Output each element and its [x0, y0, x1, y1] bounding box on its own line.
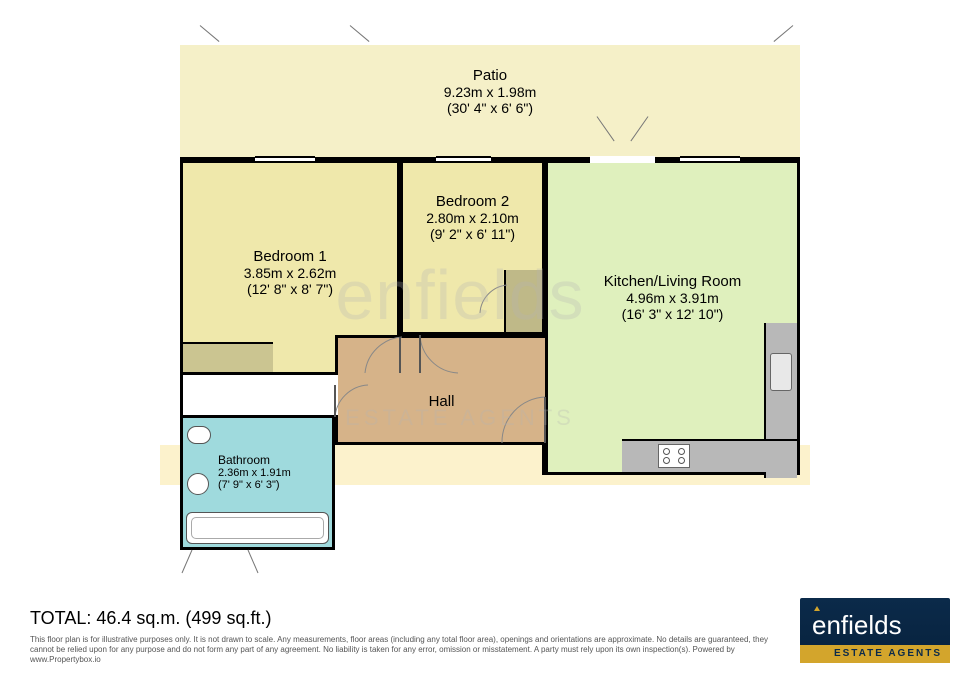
bath-icon — [186, 512, 329, 544]
bedroom2-imperial: (9' 2" x 6' 11") — [403, 226, 542, 242]
bathroom-metric: 2.36m x 1.91m — [218, 467, 291, 479]
total-label: TOTAL: — [30, 608, 91, 628]
room-kitchen: Kitchen/Living Room 4.96m x 3.91m (16' 3… — [545, 160, 800, 475]
sink-icon — [770, 353, 792, 391]
kitchen-name: Kitchen/Living Room — [548, 273, 797, 290]
patio-metric: 9.23m x 1.98m — [180, 84, 800, 100]
toilet-icon — [187, 426, 211, 444]
total-value: 46.4 sq.m. (499 sq.ft.) — [96, 608, 271, 628]
window-bed2 — [436, 156, 491, 163]
outer-door-2 — [350, 25, 370, 42]
window-kitchen — [680, 156, 740, 163]
bedroom2-closet — [504, 270, 542, 332]
brand-logo: enfields ESTATE AGENTS — [800, 598, 950, 663]
hall-name: Hall — [338, 393, 545, 410]
bedroom2-name: Bedroom 2 — [403, 193, 542, 210]
room-bedroom2: Bedroom 2 2.80m x 2.10m (9' 2" x 6' 11") — [400, 160, 545, 335]
room-bathroom: Bathroom 2.36m x 1.91m (7' 9" x 6' 3") — [180, 415, 335, 550]
brand-name: enfields — [812, 610, 902, 641]
outer-door-3 — [774, 25, 794, 42]
patio-door — [590, 156, 655, 163]
kitchen-imperial: (16' 3" x 12' 10") — [548, 306, 797, 322]
bathroom-imperial: (7' 9" x 6' 3") — [218, 479, 291, 491]
wall-stub-1 — [542, 445, 548, 475]
window-bed1 — [255, 156, 315, 163]
disclaimer-text: This floor plan is for illustrative purp… — [30, 635, 770, 665]
basin-icon — [187, 473, 209, 495]
patio-imperial: (30' 4" x 6' 6") — [180, 100, 800, 116]
kitchen-metric: 4.96m x 3.91m — [548, 290, 797, 306]
patio-name: Patio — [180, 67, 800, 84]
bedroom1-closet — [183, 342, 273, 372]
bedroom1-imperial: (12' 8" x 8' 7") — [183, 281, 397, 297]
wall-left-hall — [180, 372, 338, 418]
room-hall: Hall — [335, 335, 545, 445]
bathroom-name: Bathroom — [218, 453, 291, 467]
kitchen-counter-bottom — [622, 439, 797, 472]
outer-door-1 — [200, 25, 220, 42]
bedroom1-metric: 3.85m x 2.62m — [183, 265, 397, 281]
hob-icon — [658, 444, 690, 468]
bedroom1-name: Bedroom 1 — [183, 248, 397, 265]
bedroom2-metric: 2.80m x 2.10m — [403, 210, 542, 226]
brand-tag: ESTATE AGENTS — [800, 645, 950, 663]
floorplan: Patio 9.23m x 1.98m (30' 4" x 6' 6") Bed… — [120, 45, 800, 575]
room-patio: Patio 9.23m x 1.98m (30' 4" x 6' 6") — [180, 45, 800, 160]
